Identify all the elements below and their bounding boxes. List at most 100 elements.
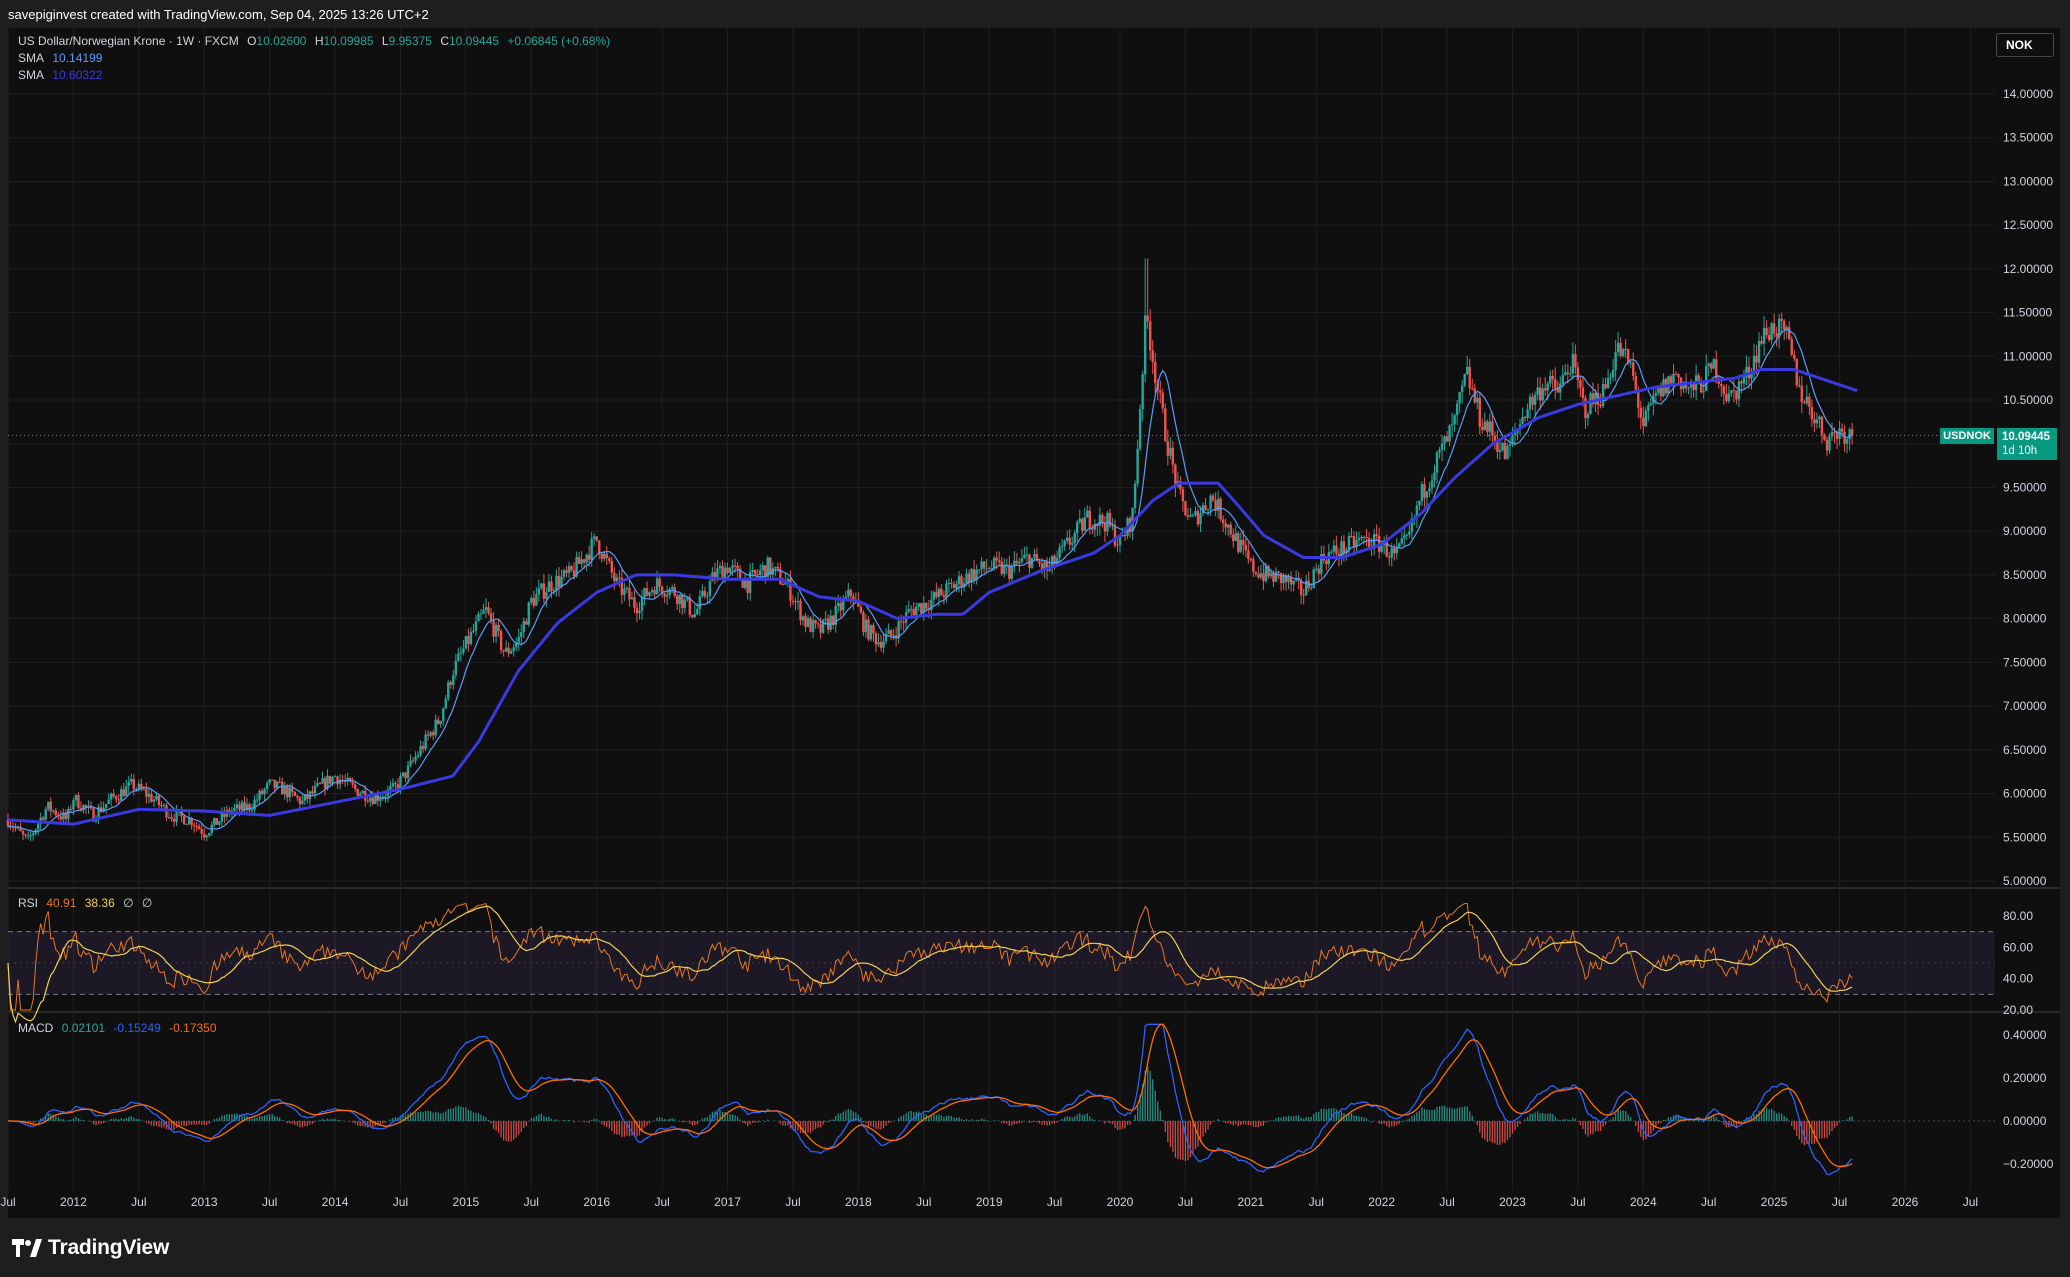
candle-body xyxy=(434,719,437,736)
candle-body xyxy=(1320,553,1323,574)
candle-body xyxy=(1440,443,1444,450)
candle-body xyxy=(1591,393,1595,405)
candle-body xyxy=(1249,558,1253,560)
candle-body xyxy=(1211,495,1215,501)
high-label: H xyxy=(314,34,324,48)
candle-body xyxy=(489,613,493,620)
candle-body xyxy=(72,800,75,810)
sma2-value: 10.60322 xyxy=(52,68,103,82)
candle-body xyxy=(1045,562,1049,571)
candle-body xyxy=(560,576,563,587)
candle-body xyxy=(235,804,239,808)
candle-body xyxy=(1232,534,1235,541)
candle-body xyxy=(155,795,158,800)
candle-body xyxy=(1609,377,1612,379)
tradingview-logo[interactable]: TradingView xyxy=(12,1235,169,1261)
candle-body xyxy=(1063,540,1066,546)
candle-body xyxy=(1669,376,1673,384)
candle-body xyxy=(130,779,133,782)
candle-body xyxy=(494,624,498,637)
candle-body xyxy=(6,819,10,827)
candle-body xyxy=(1740,381,1743,384)
sma1-legend[interactable]: SMA 10.14199 xyxy=(18,51,107,65)
candle-body xyxy=(346,777,349,782)
candle-body xyxy=(1317,568,1320,574)
price-tick-label: 12.50000 xyxy=(2003,218,2053,232)
candle-body xyxy=(643,588,646,598)
candle-body xyxy=(701,590,704,597)
candle-body xyxy=(89,806,93,809)
candle-body xyxy=(970,569,973,583)
candle-body xyxy=(1053,555,1056,565)
candle-body xyxy=(1428,488,1431,492)
candle-body xyxy=(1471,388,1474,390)
macd-legend[interactable]: MACD 0.02101 -0.15249 -0.17350 xyxy=(18,1021,222,1035)
candle-body xyxy=(218,821,221,825)
candle-body xyxy=(1272,573,1275,582)
candle-body xyxy=(842,599,845,611)
candle-body xyxy=(972,569,976,580)
chart-frame[interactable] xyxy=(8,28,2060,1218)
candle-body xyxy=(1659,385,1663,397)
candle-body xyxy=(469,631,473,644)
candle-body xyxy=(396,784,400,789)
candle-body xyxy=(960,576,963,588)
macd-signal-value: -0.17350 xyxy=(169,1021,217,1035)
candle-body xyxy=(691,614,694,618)
candle-body xyxy=(1254,571,1258,574)
candle-body xyxy=(1418,500,1421,506)
candle-body xyxy=(1350,536,1353,538)
candle-body xyxy=(323,778,327,789)
candle-body xyxy=(567,566,571,573)
candle-body xyxy=(1161,392,1164,409)
candle-body xyxy=(1644,410,1648,427)
candle-body xyxy=(909,608,913,610)
candle-body xyxy=(902,622,905,624)
symbol-title[interactable]: US Dollar/Norwegian Krone · 1W · FXCM xyxy=(18,34,239,48)
candle-body xyxy=(1179,480,1182,490)
candle-body xyxy=(1554,379,1557,389)
candle-body xyxy=(1420,484,1424,501)
candle-body xyxy=(1398,543,1401,548)
candle-body xyxy=(1770,323,1773,340)
macd-label: MACD xyxy=(18,1021,54,1035)
candle-body xyxy=(472,630,475,632)
candle-body xyxy=(897,621,900,639)
candle-body xyxy=(74,795,78,801)
candle-body xyxy=(1677,374,1680,378)
candle-body xyxy=(547,581,551,593)
candle-body xyxy=(504,647,508,652)
bar-countdown: 1d 10h xyxy=(2002,445,2038,457)
candle-body xyxy=(678,594,681,605)
candle-body xyxy=(293,791,297,796)
time-tick-label: 2020 xyxy=(1107,1195,1134,1209)
candle-body xyxy=(1347,536,1351,550)
candle-body xyxy=(1579,380,1582,388)
candle-body xyxy=(1486,421,1489,432)
candle-body xyxy=(618,577,621,579)
candle-body xyxy=(245,804,249,811)
candle-body xyxy=(366,800,369,802)
candle-body xyxy=(1425,491,1429,498)
candle-body xyxy=(1606,377,1610,389)
candle-body xyxy=(283,786,286,795)
sma2-legend[interactable]: SMA 10.60322 xyxy=(18,68,107,82)
candle-body xyxy=(157,795,161,805)
candle-body xyxy=(238,804,241,810)
candle-body xyxy=(77,795,80,809)
candle-body xyxy=(1209,495,1212,510)
candle-body xyxy=(1584,397,1587,419)
candle-body xyxy=(1828,436,1831,451)
candle-body xyxy=(419,745,422,755)
candle-body xyxy=(253,799,256,810)
rsi-legend[interactable]: RSI 40.91 38.36 ∅ ∅ xyxy=(18,896,157,910)
candle-body xyxy=(1850,429,1854,436)
currency-button[interactable]: NOK xyxy=(1996,33,2054,57)
candle-body xyxy=(1767,335,1771,340)
candle-body xyxy=(1242,540,1245,546)
candle-body xyxy=(698,596,702,609)
candle-body xyxy=(1287,576,1290,583)
rsi-extra2: ∅ xyxy=(141,896,153,910)
rsi-ma-line xyxy=(7,905,1853,1024)
